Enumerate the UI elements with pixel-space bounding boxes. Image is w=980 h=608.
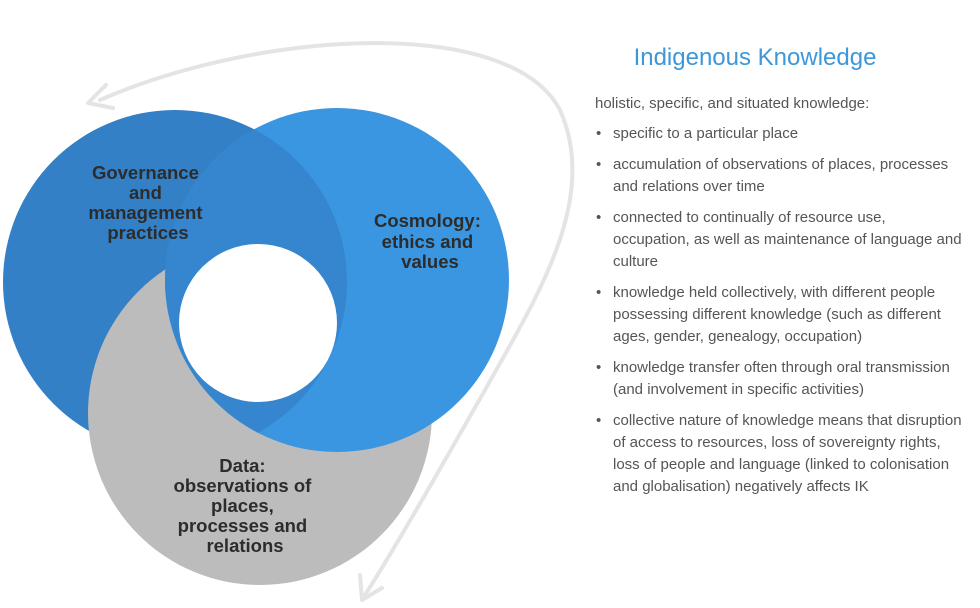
list-item-line: occupation, as well as maintenance of la…	[613, 231, 962, 248]
governance-label: Governance and management practices	[88, 162, 207, 243]
cycle-arrow	[86, 41, 575, 602]
bullet-icon: •	[596, 412, 602, 429]
panel-intro: holistic, specific, and situated knowled…	[595, 95, 870, 112]
indigenous-knowledge-panel: Indigenous Knowledge holistic, specific,…	[595, 40, 977, 507]
cycle-arrow-path	[98, 41, 575, 597]
list-item-line: possessing different knowledge (such as …	[613, 306, 941, 323]
data-label: Data: observations of places, processes …	[174, 455, 317, 556]
list-item: • collective nature of knowledge means t…	[595, 410, 977, 498]
governance-label-line: practices	[107, 222, 188, 243]
list-item: • specific to a particular place	[595, 123, 977, 145]
circles-group	[3, 108, 509, 585]
list-item: • knowledge held collectively, with diff…	[595, 282, 977, 348]
list-item-line: collective nature of knowledge means tha…	[613, 412, 962, 429]
list-item: • knowledge transfer often through oral …	[595, 357, 977, 401]
bullet-icon: •	[596, 359, 602, 376]
list-item-line: ages, gender, genealogy, occupation)	[613, 328, 863, 345]
cosmology-label: Cosmology: ethics and values	[374, 210, 486, 272]
bullet-icon: •	[596, 284, 602, 301]
data-label-line: Data:	[219, 455, 265, 476]
knowledge-list: • specific to a particular place • accum…	[595, 123, 977, 498]
cycle-arrowhead-top	[86, 83, 115, 110]
list-item-line: knowledge held collectively, with differ…	[613, 284, 936, 301]
list-item-line: knowledge transfer often through oral tr…	[613, 359, 950, 376]
list-item: • connected to continually of resource u…	[595, 207, 977, 273]
list-item-line: culture	[613, 253, 659, 270]
list-item-line: specific to a particular place	[613, 125, 799, 142]
governance-label-line: and	[129, 182, 162, 203]
data-label-line: places,	[211, 495, 274, 516]
cosmology-label-line: values	[401, 251, 459, 272]
bullet-icon: •	[596, 209, 602, 226]
panel-title: Indigenous Knowledge	[633, 44, 877, 71]
list-item-line: accumulation of observations of places, …	[613, 156, 949, 173]
list-item-line: of access to resources, loss of sovereig…	[613, 434, 941, 451]
list-item-line: connected to continually of resource use…	[613, 209, 886, 226]
bullet-icon: •	[596, 156, 602, 173]
list-item-line: (and involvement in specific activities)	[613, 381, 864, 398]
governance-label-line: Governance	[92, 162, 199, 183]
governance-label-line: management	[88, 202, 202, 223]
list-item-line: and relations over time	[613, 178, 765, 195]
cycle-arrowhead-bottom	[358, 573, 384, 602]
governance-cosmology-overlap	[165, 110, 347, 452]
data-label-line: relations	[206, 535, 283, 556]
cosmology-label-line: ethics and	[382, 231, 474, 252]
bullet-icon: •	[596, 125, 602, 142]
list-item-line: and globalisation) negatively affects IK	[613, 478, 869, 495]
data-label-line: observations of	[174, 475, 313, 496]
cosmology-label-line: Cosmology:	[374, 210, 481, 231]
list-item-line: loss of people and language (linked to c…	[613, 456, 950, 473]
data-label-line: processes and	[178, 515, 308, 536]
list-item: • accumulation of observations of places…	[595, 154, 977, 198]
